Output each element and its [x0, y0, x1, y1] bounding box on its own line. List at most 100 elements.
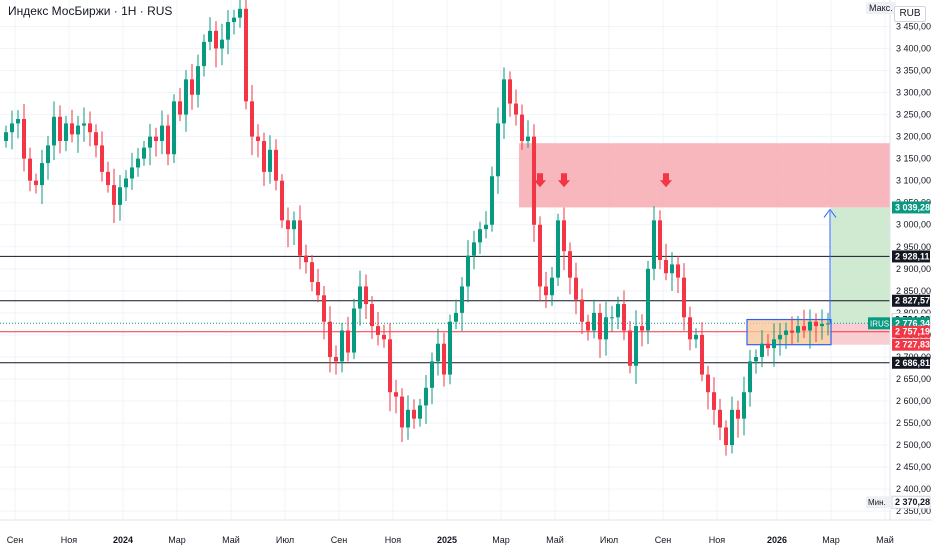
price-tag-label: 2 776,34 [895, 318, 930, 328]
y-tick-label: 2 850,00 [896, 286, 931, 296]
candle-body [418, 405, 422, 419]
y-tick-label: 2 650,00 [896, 374, 931, 384]
candle-body [448, 321, 452, 375]
candle-body [712, 392, 716, 410]
price-tag-label: 3 039,28 [895, 202, 930, 212]
candle-body [748, 361, 752, 393]
candle-body [94, 132, 98, 146]
candle-body [502, 79, 506, 124]
candle-body [700, 334, 704, 375]
candle-body [796, 326, 800, 333]
candle-body [238, 8, 242, 18]
candle-body [118, 187, 122, 205]
candle-body [490, 176, 494, 225]
candle-body [718, 409, 722, 428]
candle-body [628, 330, 632, 366]
candle-body [610, 317, 614, 319]
candle-body [304, 255, 308, 263]
candle-body [454, 312, 458, 322]
x-tick-label: Сен [7, 535, 24, 545]
x-tick-label: Май [546, 535, 564, 545]
candle-body [472, 242, 476, 256]
y-tick-label: 3 250,00 [896, 110, 931, 120]
candle-body [622, 304, 626, 331]
candle-body [484, 224, 488, 230]
candle-body [412, 409, 416, 419]
candle-body [190, 79, 194, 95]
candle-body [436, 343, 440, 362]
candle-body [580, 299, 584, 322]
x-tick-label: Ноя [61, 535, 78, 545]
candle-body [256, 136, 260, 142]
down-arrow-icon [558, 173, 570, 188]
x-tick-label: Сен [655, 535, 672, 545]
candle-body [646, 268, 650, 331]
candle-body [244, 8, 248, 102]
candle-body [634, 326, 638, 366]
candle-body [664, 260, 668, 274]
candle-body [292, 220, 296, 230]
candle-body [142, 147, 146, 159]
max-label: Макс. [866, 2, 896, 14]
candle-body [196, 66, 200, 95]
x-tick-label: Ноя [385, 535, 402, 545]
price-tag-label: 2 727,83 [895, 340, 930, 350]
candle-body [460, 286, 464, 313]
price-tag-label: 2 827,57 [895, 296, 930, 306]
candle-body [328, 321, 332, 357]
x-tick-label: Ноя [709, 535, 726, 545]
y-tick-label: 2 450,00 [896, 462, 931, 472]
currency-selector[interactable]: RUB [894, 6, 926, 22]
candle-body [322, 295, 326, 322]
candle-body [166, 125, 170, 155]
candle-body [508, 79, 512, 104]
candle-body [130, 167, 134, 179]
candle-body [760, 343, 764, 357]
candle-body [28, 158, 32, 181]
candle-body [82, 123, 86, 126]
y-tick-label: 2 500,00 [896, 440, 931, 450]
down-arrow-icon [660, 173, 672, 188]
candle-body [172, 101, 176, 155]
candle-body [88, 123, 92, 133]
candle-body [64, 123, 68, 142]
candle-body [250, 101, 254, 137]
candle-body [526, 136, 530, 142]
candle-body [148, 136, 152, 148]
candle-body [802, 326, 806, 331]
candle-body [16, 118, 20, 124]
candle-body [280, 180, 284, 221]
candle-body [184, 79, 188, 115]
price-tag-label: 2 757,19 [895, 327, 930, 337]
candle-body [568, 251, 572, 278]
candle-body [46, 145, 50, 164]
candle-body [640, 326, 644, 331]
candle-body [556, 220, 560, 278]
down-arrow-icon [534, 173, 546, 188]
candle-body [778, 334, 782, 340]
y-tick-label: 3 100,00 [896, 176, 931, 186]
candle-body [76, 125, 80, 135]
symbol-tag-label: IRUS [870, 319, 889, 328]
candle-body [562, 220, 566, 252]
candle-body [136, 158, 140, 168]
candle-body [106, 171, 110, 186]
candle-body [598, 312, 602, 340]
candle-body [550, 277, 554, 296]
candle-body [808, 321, 812, 331]
candle-body [592, 312, 596, 331]
x-tick-label: Июл [600, 535, 618, 545]
candle-body [478, 229, 482, 243]
price-tag-label: 2 928,11 [895, 251, 930, 261]
candle-body [406, 409, 410, 428]
candle-body [298, 220, 302, 256]
price-tag [892, 338, 930, 351]
candle-body [340, 330, 344, 362]
candle-body [496, 123, 500, 177]
x-tick-label: 2024 [113, 535, 133, 545]
y-tick-label: 3 350,00 [896, 66, 931, 76]
candle-body [784, 330, 788, 335]
x-tick-label: Май [222, 535, 240, 545]
consolidation-box [746, 318, 832, 346]
